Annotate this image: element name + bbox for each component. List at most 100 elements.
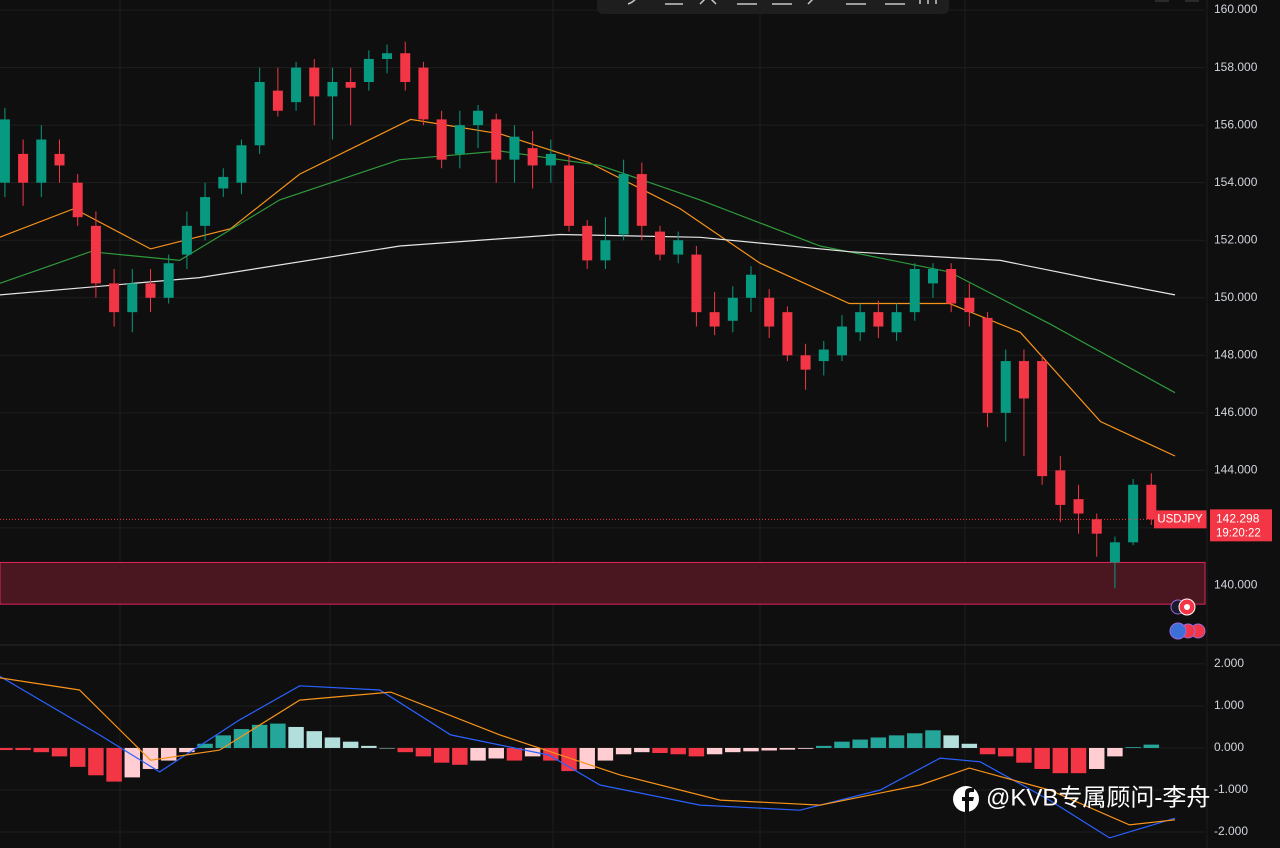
macd-bar [0,747,13,751]
macd-bar [306,731,322,748]
candle-body [0,119,10,183]
candle-body [1091,519,1102,534]
line [0,233,1176,296]
candle-body [272,90,283,111]
macd-bar [1143,744,1160,748]
macd-bar [379,747,395,749]
event-icons [1169,598,1206,640]
macd-bar [998,747,1014,757]
candle-body [909,268,920,313]
macd-bar [1034,747,1050,769]
candle-body [654,231,666,255]
toolbar-bg [597,0,949,14]
candle-body [709,312,720,327]
macd-bar [215,735,232,748]
y-tick-label: 150.000 [1214,290,1258,304]
macd-bar [415,747,432,757]
event-icon[interactable] [1169,622,1187,640]
macd-bar [834,741,850,748]
y-tick-label: 154.000 [1214,175,1258,189]
candle-body [618,174,629,235]
candle-body [1128,484,1139,543]
candle-body [163,263,174,298]
candle-body [727,297,738,321]
candle-body [836,326,847,356]
candle-body [18,153,29,183]
macd-bar [797,747,814,749]
y-tick-label: 152.000 [1214,232,1258,246]
y-tick-label: 1.000 [1214,698,1244,712]
candle-body [564,165,575,226]
candle-body [36,139,47,183]
macd-bar [324,737,341,748]
macd-bar [615,747,632,755]
candle-body [1037,361,1048,477]
candle-body [1109,542,1120,563]
macd-bar [88,747,104,776]
line [0,675,1176,839]
candle-body [309,67,320,97]
macd-bar [579,747,595,769]
macd-bar [1070,747,1087,774]
macd-bar [470,747,486,761]
line [0,677,1176,826]
candle-body [818,349,829,362]
y-tick-label: 148.000 [1214,347,1258,361]
y-tick-label: 2.000 [1214,656,1244,670]
candle-body [745,274,756,298]
macd-bar [124,747,141,778]
candle-body [873,312,884,327]
candle-body [946,268,957,304]
macd-bar [979,747,996,755]
toolbar-icons[interactable] [627,0,937,5]
watermark: @KVB专属顾问-李舟 [953,784,1210,812]
macd-bar [1125,747,1141,748]
candle-body [600,240,611,261]
price-label: 142.298 [1216,512,1260,526]
candle-body [90,225,101,284]
corner-icon[interactable] [1185,0,1199,2]
symbol-tag [1154,510,1207,529]
macd-bar [888,735,905,748]
macd-bar [433,747,450,763]
macd-bar [179,747,195,753]
candle-body [800,355,811,370]
candle-body [545,153,556,166]
candle-body [127,283,138,313]
candle-body [54,153,65,166]
watermark-text: @KVB专属顾问-李舟 [986,784,1210,811]
y-tick-label: 156.000 [1214,117,1258,131]
candle-body [1146,484,1157,520]
macd-bar [233,729,250,748]
macd-bar [816,745,832,748]
candle-body [673,240,684,255]
candle-body [1018,361,1029,399]
macd-bar [69,747,86,767]
macd-bar [197,743,213,748]
candle-body [891,312,902,333]
macd-bar [51,747,68,757]
grid-vertical [119,0,966,848]
y-tick-label: 144.000 [1214,463,1258,477]
y-tick-label: -1.000 [1214,782,1248,796]
macd-bar [452,747,468,765]
corner-icon[interactable] [1155,0,1169,2]
candle-body [509,136,520,160]
macd-bar [288,726,304,748]
macd-bar [251,724,268,748]
macd-bar [779,747,796,750]
macd-bar [961,743,978,748]
candle-body [436,119,447,160]
candle-body [72,182,83,218]
macd-bar [852,739,868,748]
toolbar [597,0,1199,14]
candle-body [382,53,393,59]
macd-bar [1088,747,1105,769]
macd-bar [670,747,686,755]
y-tick-label: 158.000 [1214,60,1258,74]
price-tag [1210,509,1272,542]
time-label: 19:20:22 [1216,527,1261,539]
candle-body [418,67,429,120]
